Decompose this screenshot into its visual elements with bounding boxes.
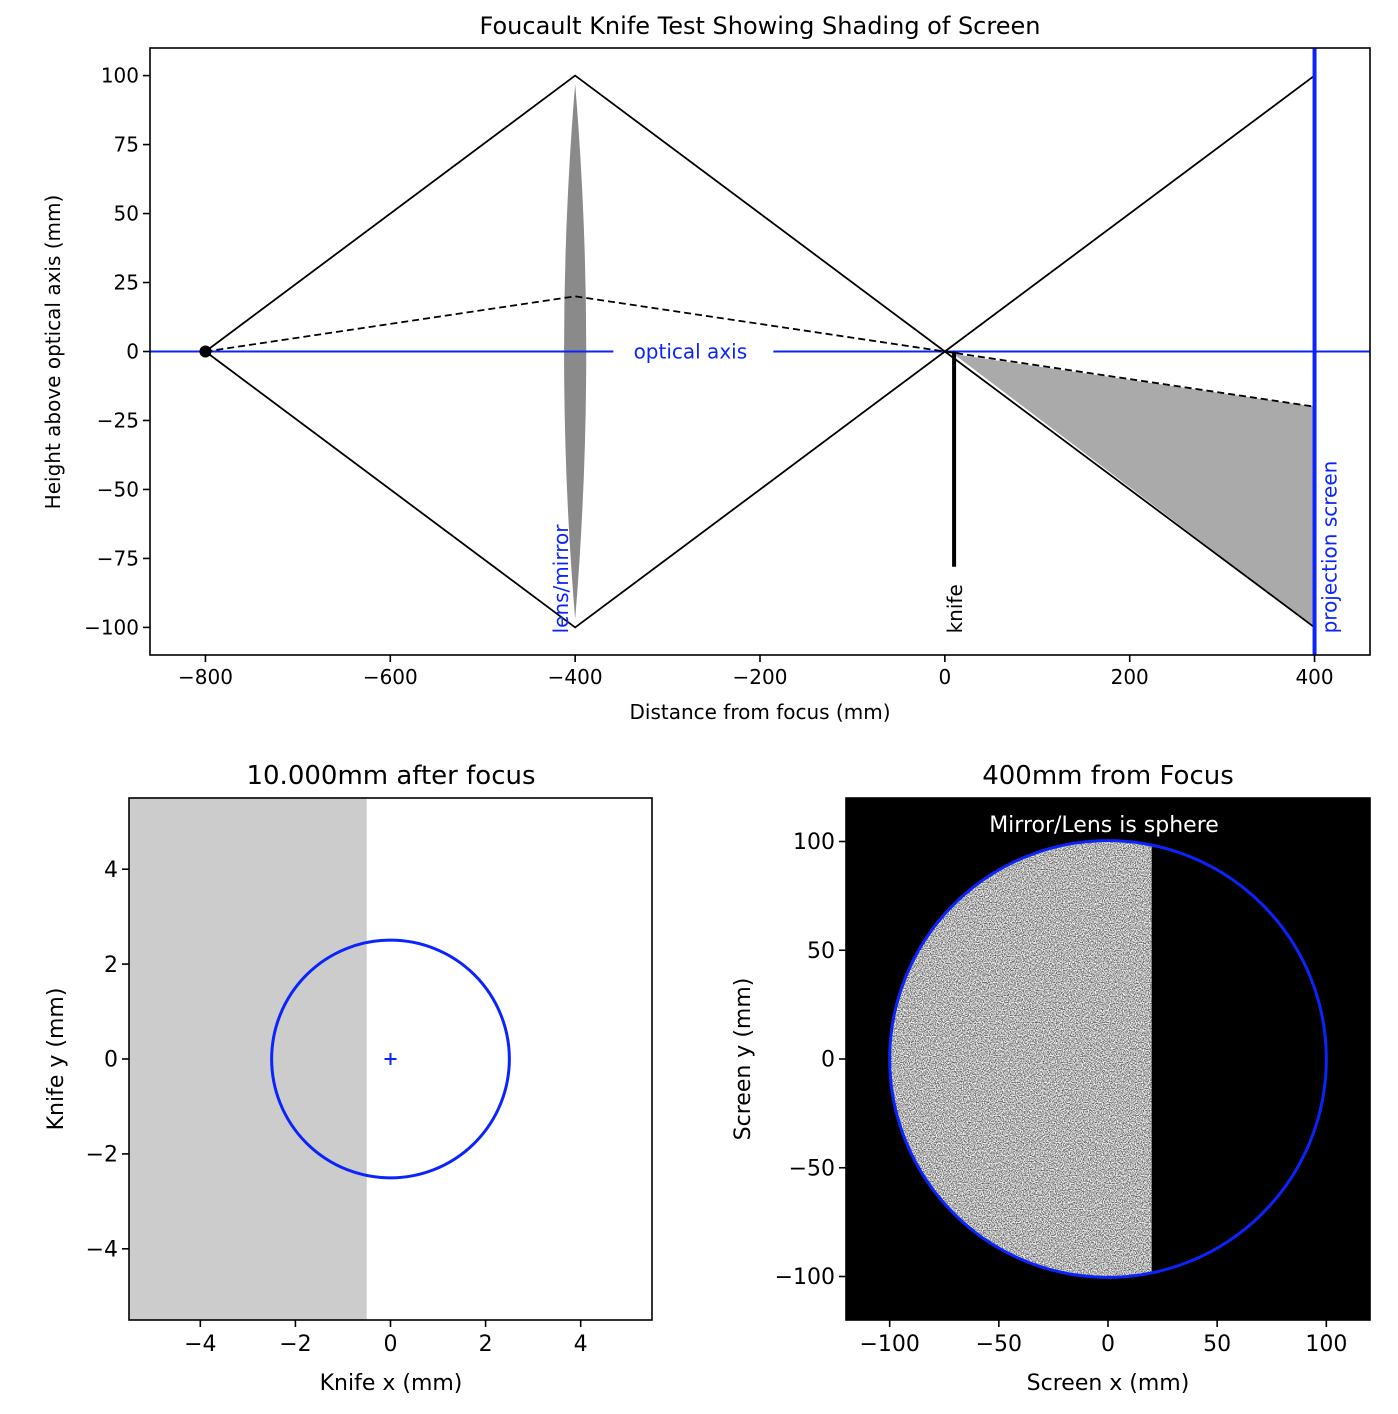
- top-y-ticks: −100 −75 −50 −25 0 25 50 75 100: [84, 64, 150, 639]
- knife-plane-y-tick-label: 0: [104, 1048, 118, 1073]
- top-x-tick-label: 0: [938, 665, 951, 689]
- top-y-tick-label: 75: [114, 133, 139, 157]
- lens-mirror-label: lens/mirror: [549, 524, 573, 634]
- optical-axis-label: optical axis: [634, 340, 748, 364]
- top-x-ticks: −800 −600 −400 −200 0 200 400: [178, 655, 1334, 689]
- top-y-tick-label: −75: [97, 546, 139, 570]
- screen-y-ticks: −100 −50 0 50 100: [775, 830, 846, 1290]
- source-point-marker: [199, 345, 212, 358]
- top-x-tick-label: 200: [1111, 665, 1149, 689]
- top-y-tick-label: 0: [126, 340, 139, 364]
- screen-x-tick-label: 100: [1305, 1332, 1347, 1357]
- knife-plane-x-tick-label: 4: [574, 1332, 588, 1357]
- screen-x-tick-label: −100: [859, 1332, 919, 1357]
- projection-screen-label: projection screen: [1317, 461, 1341, 634]
- knife-plane-plot-area: [129, 798, 511, 1320]
- top-y-tick-label: 25: [114, 271, 139, 295]
- knife-plane-x-ticks: −4 −2 0 2 4: [184, 1320, 588, 1357]
- screen-y-tick-label: −50: [789, 1156, 835, 1181]
- top-y-tick-label: 50: [114, 202, 139, 226]
- knife-plane-y-tick-label: 4: [104, 858, 118, 883]
- screen-x-ticks: −100 −50 0 50 100: [859, 1320, 1347, 1357]
- top-x-axis-label: Distance from focus (mm): [629, 700, 890, 724]
- marginal-ray-line: [204, 74, 1316, 353]
- screen-y-tick-label: 100: [793, 830, 835, 855]
- knife-plane-y-axis-label: Knife y (mm): [44, 988, 69, 1131]
- knife-plane-title: 10.000mm after focus: [246, 761, 535, 791]
- screen-y-tick-label: 0: [821, 1048, 835, 1073]
- knife-plane-y-ticks: −4 −2 0 2 4: [86, 858, 129, 1263]
- screen-y-axis-label: Screen y (mm): [731, 978, 756, 1141]
- knife-plane-chart: 10.000mm after focus −4 −2 0 2 4 −4 −2 0 2 4 Kni…: [44, 761, 653, 1396]
- top-x-tick-label: −400: [548, 665, 603, 689]
- top-x-tick-label: −200: [733, 665, 788, 689]
- knife-shaded-area: [129, 798, 367, 1320]
- knife-plane-y-tick-label: −4: [86, 1238, 118, 1263]
- screen-x-tick-label: −50: [976, 1332, 1022, 1357]
- top-y-tick-label: −100: [84, 615, 139, 639]
- screen-x-tick-label: 0: [1101, 1332, 1115, 1357]
- top-x-tick-label: −800: [178, 665, 233, 689]
- blur-circle: [270, 938, 511, 1180]
- top-chart-title: Foucault Knife Test Showing Shading of S…: [480, 12, 1041, 40]
- knife-plane-x-tick-label: −2: [279, 1332, 311, 1357]
- knife-plane-x-tick-label: 2: [479, 1332, 493, 1357]
- knife-plane-y-tick-label: 2: [104, 953, 118, 978]
- top-plot-area: optical axis lens/mirror knife projection s…: [150, 48, 1370, 655]
- top-chart: Foucault Knife Test Showing Shading of S…: [41, 12, 1371, 724]
- screen-annotation: Mirror/Lens is sphere: [989, 813, 1219, 838]
- screen-plot-area: [846, 798, 1370, 1320]
- pupil-circle: [888, 839, 1328, 1279]
- marginal-ray-line: [204, 350, 1316, 629]
- top-y-tick-label: −50: [97, 477, 139, 501]
- top-x-tick-label: −600: [363, 665, 418, 689]
- knife-plane-y-tick-label: −2: [86, 1143, 118, 1168]
- knife-plane-x-tick-label: −4: [184, 1332, 216, 1357]
- top-x-tick-label: 400: [1295, 665, 1333, 689]
- knife-plane-x-tick-label: 0: [384, 1332, 398, 1357]
- knife-label: knife: [943, 584, 967, 633]
- top-y-tick-label: −25: [97, 408, 139, 432]
- screen-x-axis-label: Screen x (mm): [1027, 1371, 1190, 1396]
- screen-title: 400mm from Focus: [982, 761, 1234, 791]
- screen-chart: 400mm from Focus Mirror/Lens is sphere −…: [731, 761, 1371, 1396]
- screen-y-tick-label: −100: [775, 1265, 835, 1290]
- screen-y-tick-label: 50: [807, 939, 835, 964]
- knife-plane-x-axis-label: Knife x (mm): [320, 1371, 463, 1396]
- top-y-tick-label: 100: [101, 64, 139, 88]
- top-y-axis-label: Height above optical axis (mm): [41, 195, 65, 510]
- screen-x-tick-label: 50: [1203, 1332, 1231, 1357]
- optical-axis-label-bg: [613, 337, 774, 366]
